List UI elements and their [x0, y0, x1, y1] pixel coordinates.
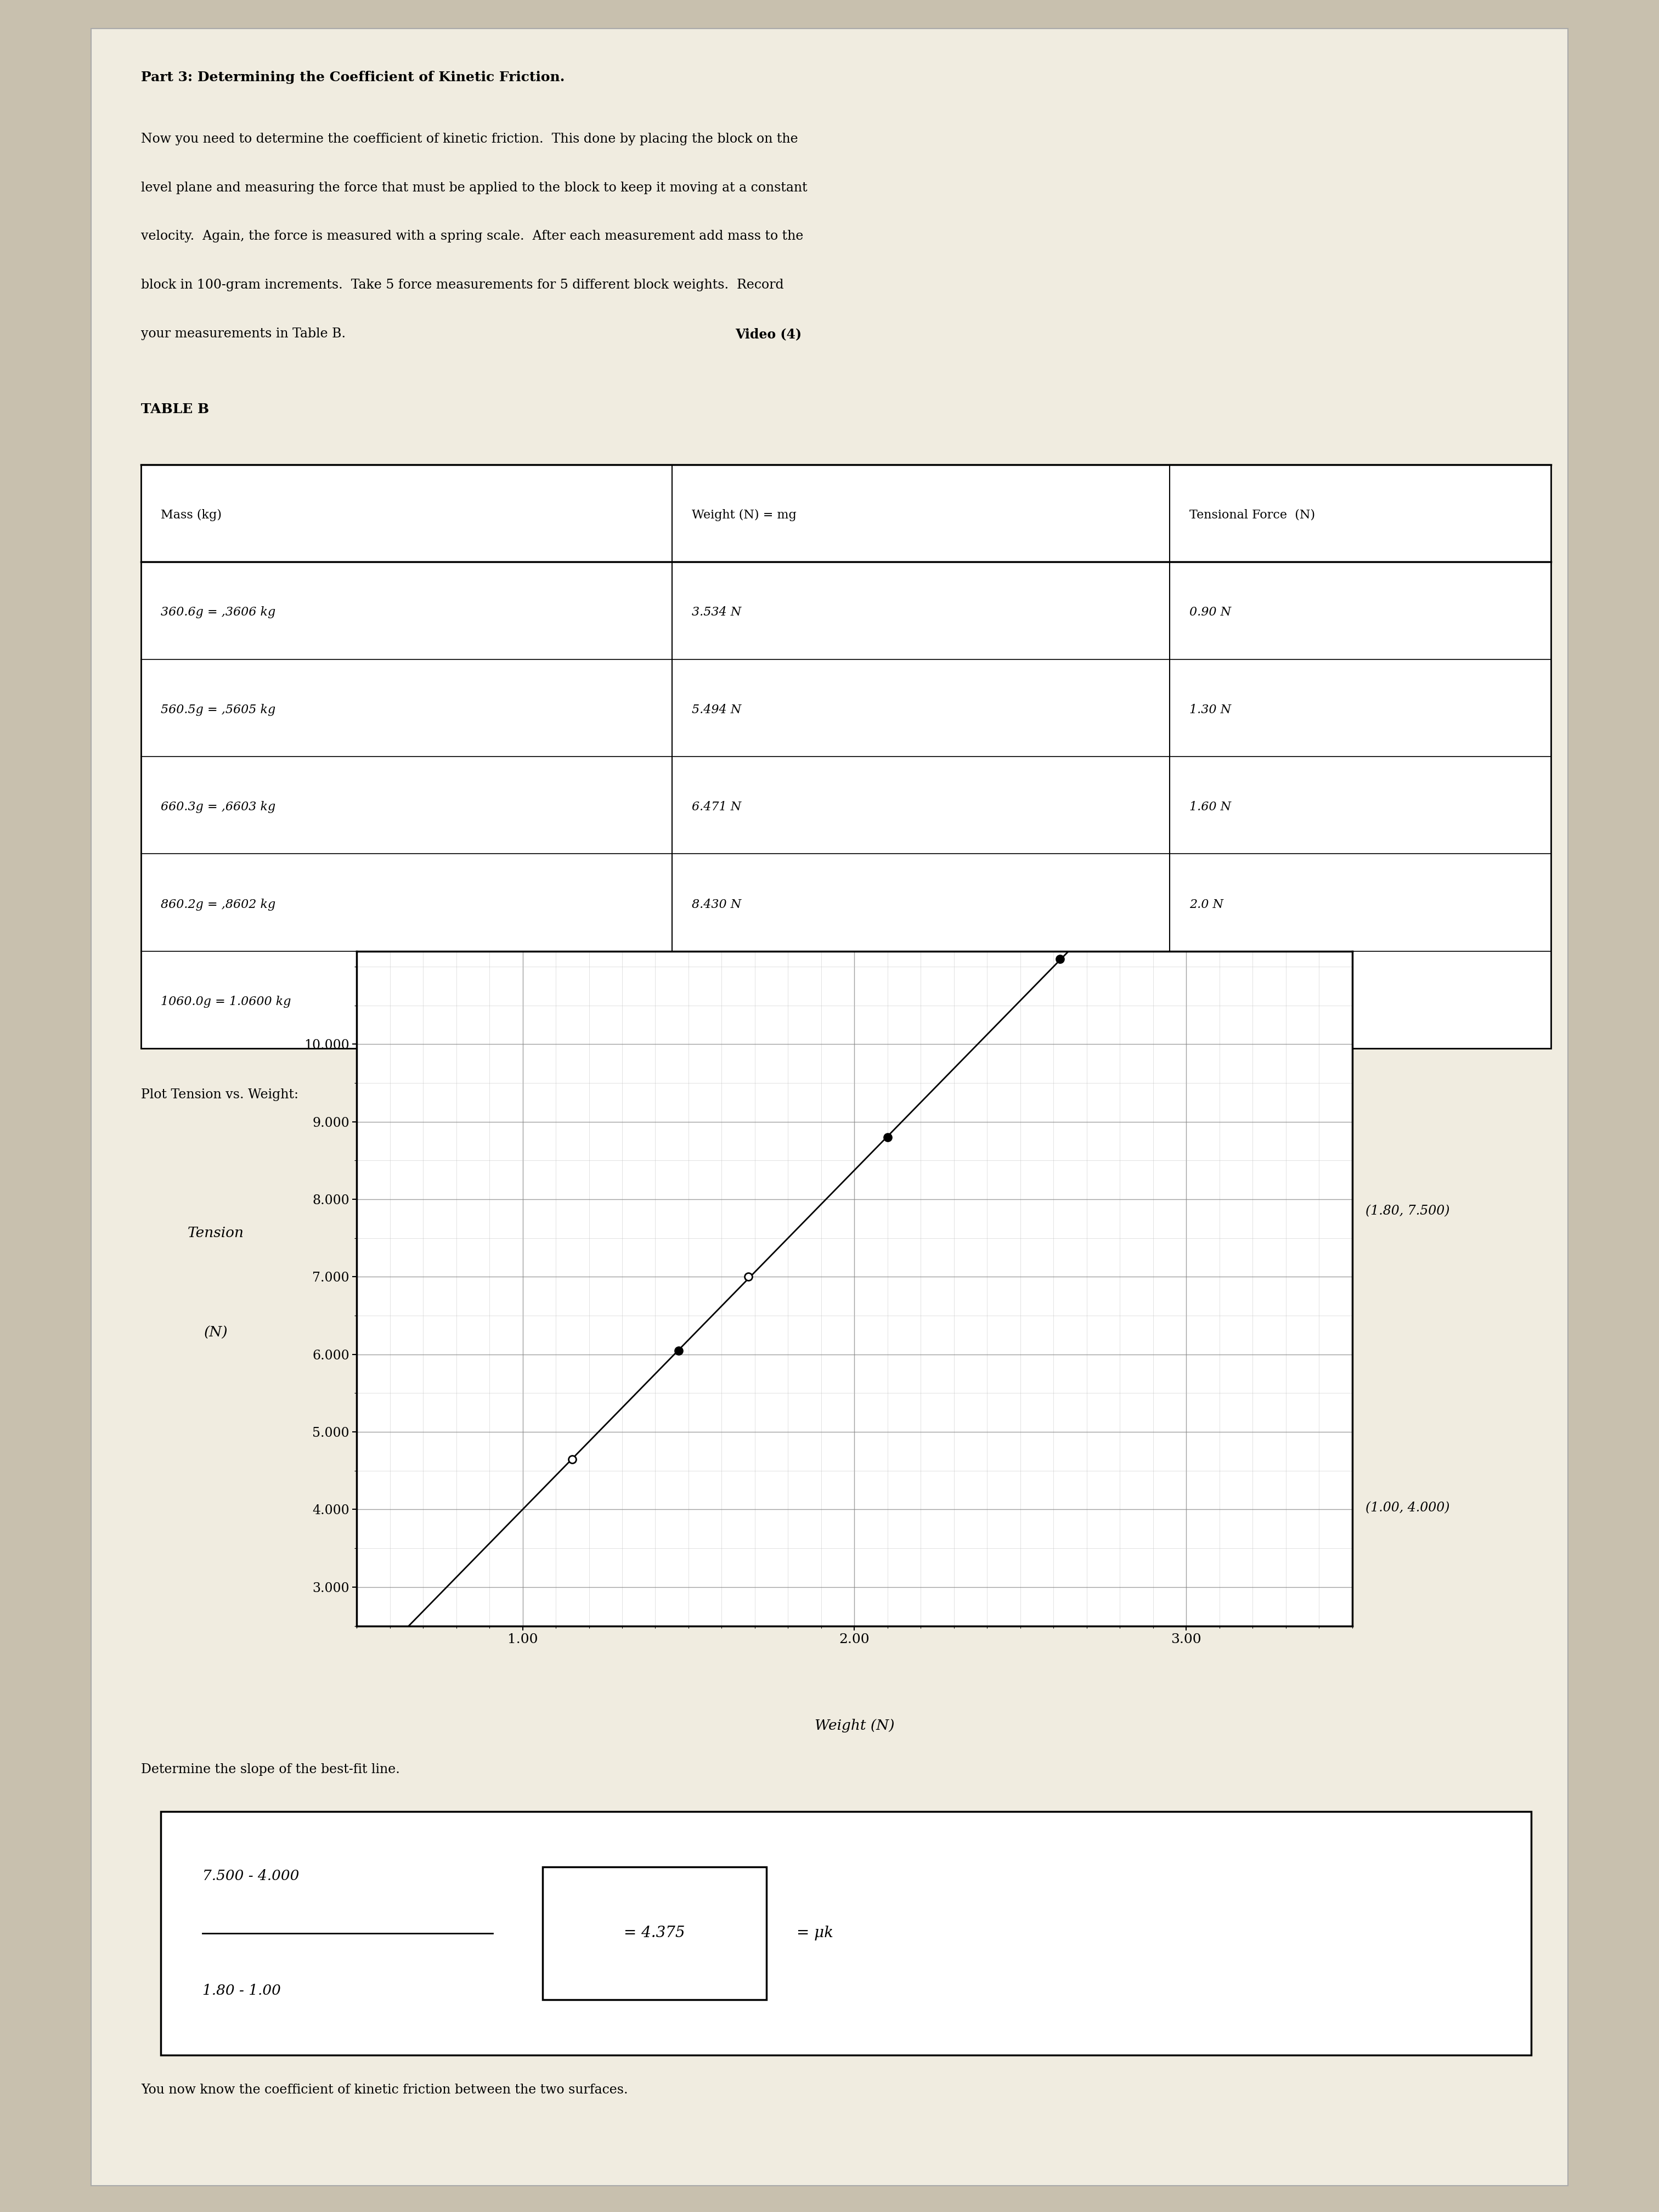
Text: 7.500 - 4.000: 7.500 - 4.000: [202, 1869, 299, 1882]
Text: (1.00, 4.000): (1.00, 4.000): [1365, 1502, 1450, 1513]
Text: 5.494 N: 5.494 N: [692, 703, 742, 717]
Text: Video (5): Video (5): [602, 1088, 669, 1102]
Text: 2.50 N: 2.50 N: [1190, 995, 1231, 1009]
Text: Determine the slope of the best-fit line.: Determine the slope of the best-fit line…: [141, 1763, 400, 1776]
Text: Now you need to determine the coefficient of kinetic friction.  This done by pla: Now you need to determine the coefficien…: [141, 133, 798, 146]
Text: 2.0 N: 2.0 N: [1190, 898, 1224, 911]
Bar: [542, 1867, 766, 2000]
Text: (N): (N): [204, 1325, 227, 1340]
Text: (1.80, 7.500): (1.80, 7.500): [1365, 1206, 1450, 1217]
Bar: [91, 29, 1568, 2185]
Text: Weight (N) = mg: Weight (N) = mg: [692, 509, 796, 522]
Text: Mass (kg): Mass (kg): [161, 509, 222, 522]
Text: velocity.  Again, the force is measured with a spring scale.  After each measure: velocity. Again, the force is measured w…: [141, 230, 803, 243]
Text: Part 3: Determining the Coefficient of Kinetic Friction.: Part 3: Determining the Coefficient of K…: [141, 71, 564, 84]
Text: Tension: Tension: [187, 1225, 244, 1241]
Text: = 4.375: = 4.375: [624, 1927, 685, 1940]
Text: Tensional Force  (N): Tensional Force (N): [1190, 509, 1316, 522]
Text: Plot Tension vs. Weight:: Plot Tension vs. Weight:: [141, 1088, 307, 1102]
Text: Video (4): Video (4): [735, 327, 801, 341]
Text: 560.5g = ,5605 kg: 560.5g = ,5605 kg: [161, 703, 275, 717]
Text: TABLE B: TABLE B: [141, 403, 209, 416]
Text: 660.3g = ,6603 kg: 660.3g = ,6603 kg: [161, 801, 275, 814]
Text: 3.534 N: 3.534 N: [692, 606, 742, 619]
Text: 1060.0g = 1.0600 kg: 1060.0g = 1.0600 kg: [161, 995, 292, 1009]
Text: 10.388 N: 10.388 N: [692, 995, 750, 1009]
Text: 1.80 - 1.00: 1.80 - 1.00: [202, 1984, 280, 1997]
Bar: [141, 465, 1551, 1048]
Bar: [161, 1812, 1531, 2055]
Text: You now know the coefficient of kinetic friction between the two surfaces.: You now know the coefficient of kinetic …: [141, 2084, 629, 2097]
Text: = μk: = μk: [796, 1927, 833, 1940]
Text: 6.471 N: 6.471 N: [692, 801, 742, 814]
Text: 8.430 N: 8.430 N: [692, 898, 742, 911]
Text: level plane and measuring the force that must be applied to the block to keep it: level plane and measuring the force that…: [141, 181, 808, 195]
Text: Weight (N): Weight (N): [815, 1719, 894, 1732]
Text: your measurements in Table B.: your measurements in Table B.: [141, 327, 353, 341]
Text: block in 100-gram increments.  Take 5 force measurements for 5 different block w: block in 100-gram increments. Take 5 for…: [141, 279, 783, 292]
Text: 360.6g = ,3606 kg: 360.6g = ,3606 kg: [161, 606, 275, 619]
Text: 860.2g = ,8602 kg: 860.2g = ,8602 kg: [161, 898, 275, 911]
Text: 1.30 N: 1.30 N: [1190, 703, 1231, 717]
Text: 1.60 N: 1.60 N: [1190, 801, 1231, 814]
Text: 0.90 N: 0.90 N: [1190, 606, 1231, 619]
